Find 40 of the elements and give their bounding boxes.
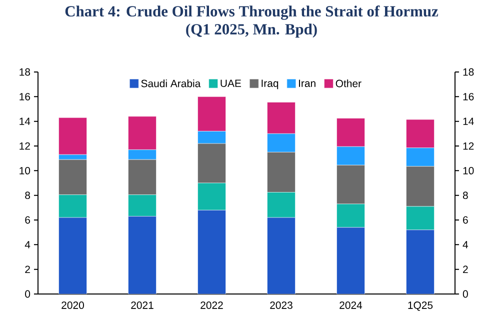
y2-tick-label: 6 — [25, 216, 30, 224]
y-tick-label: 6 — [463, 216, 468, 224]
chart-title: Chart 4: Crude Oil Flows Through the Strait of Hormuz — [65, 6, 438, 20]
y2-tick-label: 12 — [20, 142, 30, 150]
y-tick-label: 0 — [462, 290, 468, 298]
chart-subtitle: (Q1 2025, Mn. Bpd) — [186, 24, 317, 38]
legend-label: UAE — [220, 80, 241, 88]
y2-tick-label: 18 — [20, 68, 30, 76]
y2-tick-label: 2 — [25, 266, 30, 273]
x-tick-label: 1Q25 — [408, 302, 433, 311]
legend-label: Iraq — [262, 80, 278, 90]
x-tick-label: 2021 — [131, 302, 154, 309]
legend-label: Saudi Arabia — [141, 80, 201, 88]
legend-label: Other — [336, 80, 362, 88]
y-tick-label: 8 — [462, 192, 468, 200]
y2-tick-label: 0 — [25, 290, 30, 298]
bar — [58, 217, 87, 294]
x-tick-label: 2022 — [200, 302, 223, 309]
y2-tick-label: 10 — [20, 166, 30, 174]
y-tick-label: 10 — [463, 166, 474, 174]
y2-tick-label: 16 — [20, 92, 30, 100]
x-tick-label: 2024 — [340, 302, 362, 309]
y-tick-label: 18 — [463, 68, 474, 76]
y2-tick-label: 4 — [24, 241, 30, 248]
y-tick-label: 12 — [463, 142, 474, 150]
y2-tick-label: 14 — [20, 118, 30, 125]
y-tick-label: 16 — [463, 92, 474, 100]
bar — [267, 217, 296, 294]
bar — [336, 227, 365, 294]
y2-tick-label: 8 — [25, 192, 30, 200]
x-tick-label: 2020 — [62, 302, 84, 309]
y-tick-label: 4 — [462, 241, 468, 248]
legend-label: Iran — [299, 80, 316, 88]
bar — [198, 210, 226, 294]
y-tick-label: 14 — [463, 118, 474, 125]
bar — [406, 230, 434, 294]
bar — [58, 117, 87, 155]
bar — [128, 216, 156, 294]
x-tick-label: 2023 — [270, 302, 292, 309]
y-tick-label: 2 — [463, 266, 468, 273]
